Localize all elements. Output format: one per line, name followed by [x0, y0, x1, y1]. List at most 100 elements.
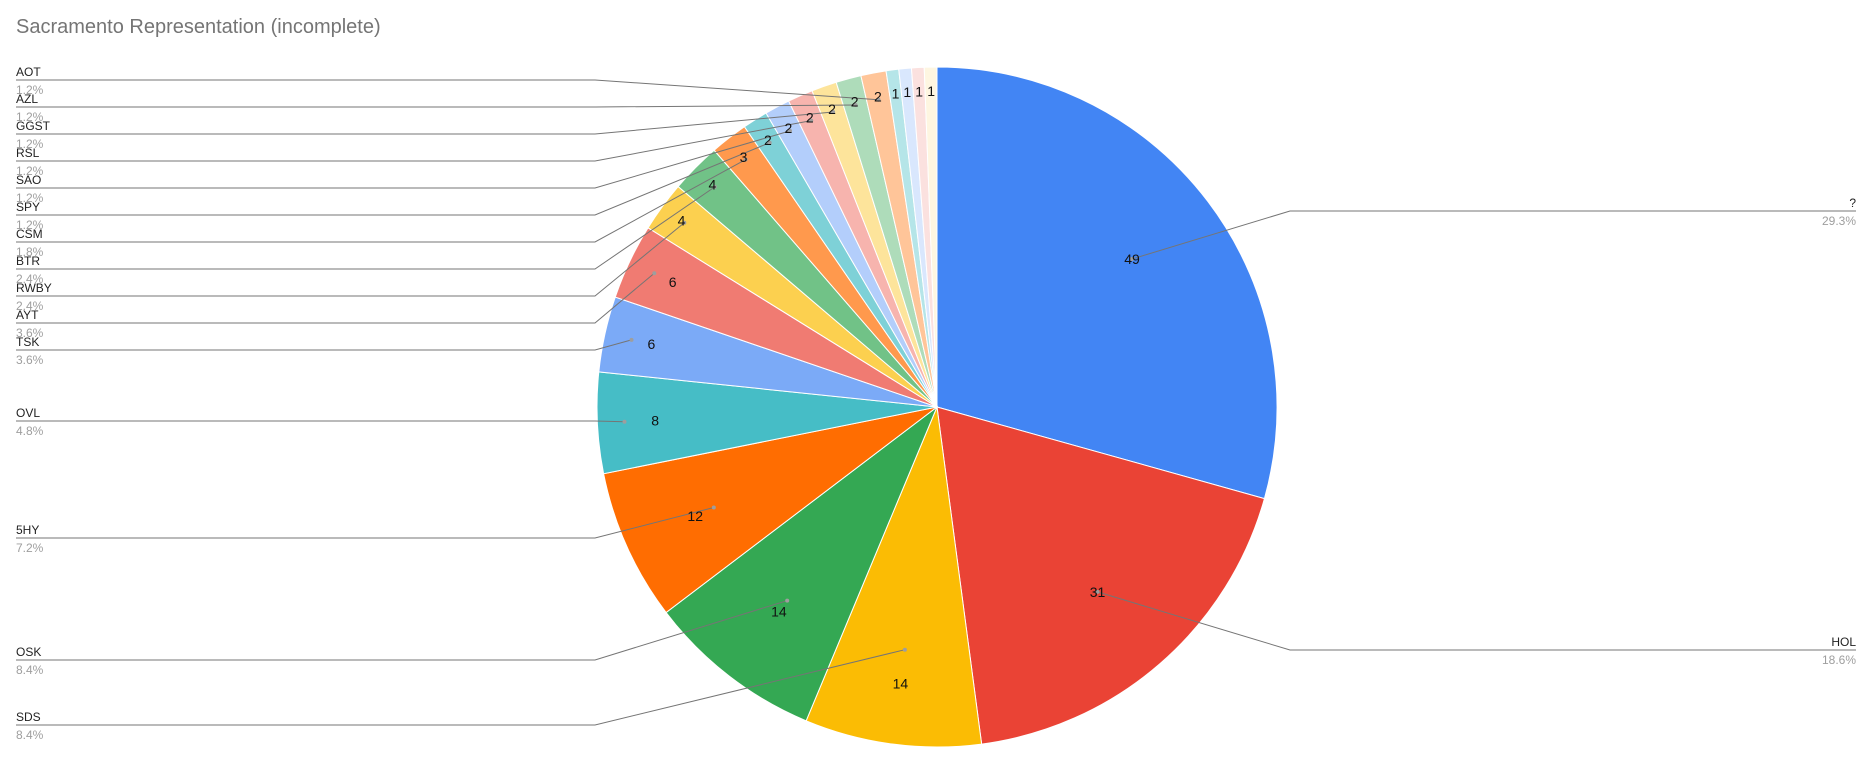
outside-label-name: OSK: [16, 645, 41, 659]
slice-value-label: 1: [892, 86, 900, 102]
slice-value-label: 1: [903, 84, 911, 100]
leader-dot: [743, 157, 748, 162]
leader-line: [16, 272, 655, 324]
slice-value-label: 3: [740, 149, 748, 165]
slice-value-label: 2: [785, 120, 793, 136]
slice-value-label: 6: [648, 336, 656, 352]
outside-label-name: OVL: [16, 406, 40, 420]
labels-layer: ? 29.3% HOL 18.6% SDS 8.4% OSK 8.4% 5HY 7.2% OVL 4.…: [16, 65, 1856, 742]
pie-slice: [936, 406, 1266, 745]
slices-layer: [596, 66, 1278, 748]
leader-dot: [831, 110, 836, 114]
leaders-layer: [16, 79, 1856, 726]
leader-line: [16, 222, 685, 297]
leader-dot: [876, 97, 881, 102]
leader-line: [16, 649, 906, 726]
leader-dot: [711, 505, 716, 510]
outside-label-name: GGST: [16, 119, 51, 133]
outside-label-name: SPY: [16, 200, 40, 214]
leader-line: [16, 420, 625, 423]
slice-value-label: 2: [828, 101, 836, 117]
slice-value-label: 6: [669, 274, 677, 290]
leader-dot: [712, 184, 717, 189]
outside-label-name: BTR: [16, 254, 40, 268]
outside-label-percent: 2.4%: [16, 299, 44, 313]
slice-value-label: 4: [709, 177, 717, 193]
slice-value-label: 1: [915, 83, 923, 99]
leader-line: [16, 600, 788, 661]
outside-label-percent: 1.2%: [16, 110, 44, 124]
outside-label-name: 5HY: [16, 523, 39, 537]
chart-title: Sacramento Representation (incomplete): [16, 16, 381, 38]
outside-label-name: SDS: [16, 710, 41, 724]
outside-label-name: AZL: [16, 92, 38, 106]
outside-label-percent: 8.4%: [16, 663, 44, 677]
leader-line: [16, 339, 632, 351]
leader-line: [16, 507, 714, 539]
slice-value-label: 8: [651, 412, 659, 428]
leader-dot: [1095, 589, 1100, 594]
leader-dot: [788, 128, 792, 133]
leader-line: [16, 186, 716, 270]
leader-dot: [682, 220, 687, 225]
outside-label-name: RWBY: [16, 281, 52, 295]
outside-label-percent: 4.8%: [16, 424, 44, 438]
slice-value-label: 12: [687, 508, 703, 524]
leader-dot: [809, 118, 814, 123]
slice-value-label: 14: [893, 675, 909, 691]
leader-dot: [652, 271, 657, 276]
leader-dot: [1130, 257, 1134, 261]
pie-slice: [805, 405, 983, 748]
leader-dot: [622, 419, 627, 424]
leader-line: [16, 159, 746, 243]
outside-label-percent: 3.6%: [16, 326, 44, 340]
leader-line: [1097, 591, 1856, 651]
outside-label-percent: 7.2%: [16, 541, 44, 555]
outside-label-percent: 18.6%: [1822, 653, 1856, 667]
leader-line: [16, 130, 791, 189]
outside-label-percent: 1.8%: [16, 245, 44, 259]
outside-label-percent: 1.2%: [16, 137, 44, 151]
pie-slice: [936, 66, 1278, 500]
outside-label-percent: 1.2%: [16, 164, 44, 178]
leader-line: [16, 104, 856, 108]
leader-dot: [853, 103, 858, 107]
leader-line: [16, 120, 812, 162]
leader-dot: [629, 337, 634, 342]
outside-label-percent: 2.4%: [16, 272, 44, 286]
outside-label-percent: 1.2%: [16, 191, 44, 205]
outside-label-name: CSM: [16, 227, 43, 241]
slice-value-label: 14: [771, 603, 787, 619]
pie-slice: [665, 405, 939, 722]
leader-dot: [785, 598, 790, 603]
slice-value-label: 31: [1090, 584, 1106, 600]
outside-label-name: TSK: [16, 335, 39, 349]
pie-slice: [923, 66, 938, 408]
leader-line: [16, 79, 879, 101]
outside-label-percent: 1.2%: [16, 218, 44, 232]
outside-label-name: SAO: [16, 173, 41, 187]
outside-label-name: RSL: [16, 146, 40, 160]
outside-label-percent: 1.2%: [16, 83, 44, 97]
slice-value-label: 2: [806, 110, 814, 126]
outside-label-percent: 8.4%: [16, 728, 44, 742]
outside-label-percent: 3.6%: [16, 353, 44, 367]
pie-slice: [603, 406, 938, 614]
slice-value-label: 1: [927, 83, 935, 99]
leader-dot: [902, 647, 907, 652]
outside-label-percent: 29.3%: [1822, 214, 1856, 228]
leader-dot: [767, 140, 772, 145]
outside-label-name: HOL: [1831, 635, 1856, 649]
outside-label-name: ?: [1849, 196, 1856, 210]
outside-label-name: AYT: [16, 308, 39, 322]
outside-label-name: AOT: [16, 65, 41, 79]
slice-value-label: 4: [678, 213, 686, 229]
slice-value-label: 49: [1124, 251, 1140, 267]
slice-value-label: 2: [874, 88, 882, 104]
leader-line: [1131, 210, 1856, 260]
leader-line: [16, 111, 834, 135]
leader-line: [16, 142, 770, 216]
slice-value-label: 2: [764, 132, 772, 148]
